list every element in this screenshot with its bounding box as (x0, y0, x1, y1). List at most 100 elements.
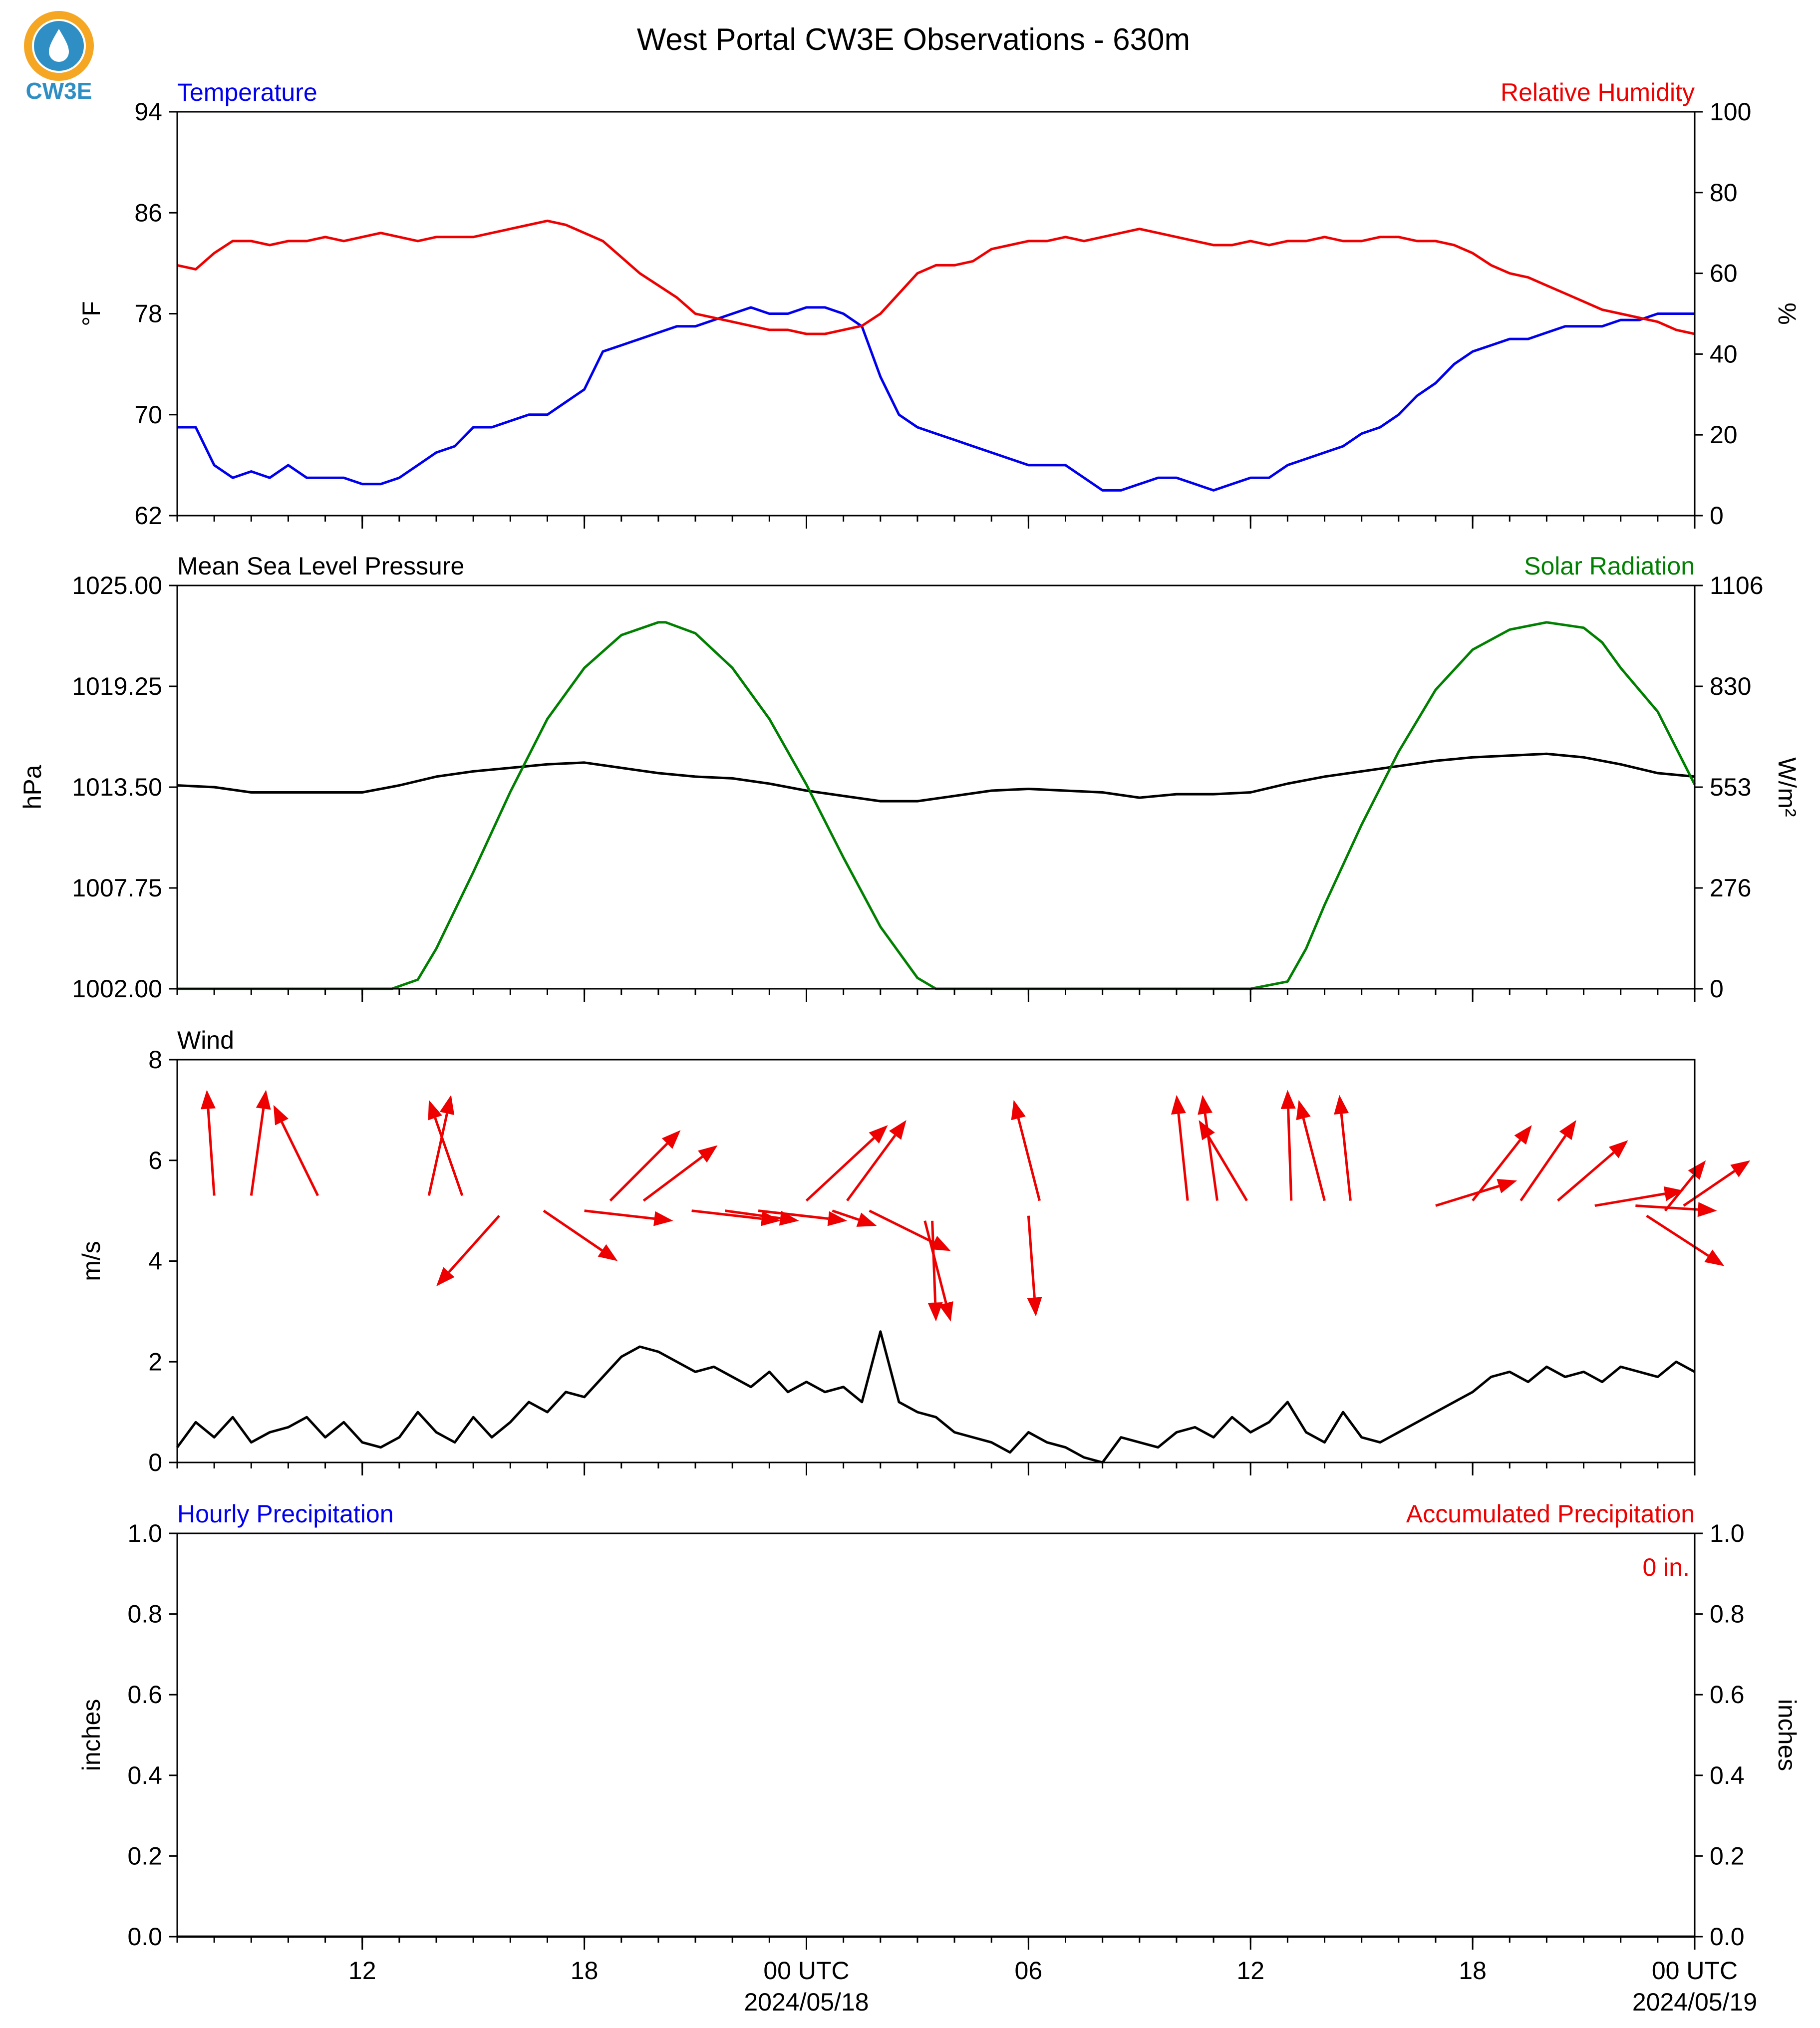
wind-arrow (1011, 1100, 1041, 1201)
wind-arrow (609, 1130, 681, 1202)
panel-title-left: Mean Sea Level Pressure (177, 552, 464, 580)
wind-arrow-shaft (1302, 1118, 1326, 1201)
panel-pressure_solar: 1002.00 1007.75 1013.50 1019.25 1025.00 0 276 5… (18, 552, 1801, 1003)
y-tick-label-left: 2 (148, 1348, 162, 1376)
y-tick-label-right: 553 (1710, 773, 1751, 801)
wind-arrow-shaft (207, 1109, 216, 1196)
y-tick-label-right: 20 (1710, 421, 1738, 449)
wind-arrow-head (1011, 1100, 1026, 1121)
panel-title-left: Hourly Precipitation (177, 1500, 394, 1528)
y-tick-label-left: 1007.75 (72, 874, 162, 902)
wind-arrow-head (1697, 1202, 1717, 1217)
y-tick-label-right: 100 (1710, 98, 1751, 126)
y-tick-label-left: 4 (148, 1247, 162, 1275)
wind-arrow-shaft (931, 1220, 937, 1303)
accumulated-total-label: 0 in. (1642, 1553, 1690, 1581)
y-tick-label-right: 0.2 (1710, 1842, 1745, 1870)
y-axis-label-right: % (1773, 302, 1801, 324)
wind-arrow-shaft (1519, 1135, 1567, 1201)
y-tick-label-left: 0.2 (127, 1842, 162, 1870)
y-tick-label-right: 276 (1710, 874, 1751, 902)
wind-arrow-head (930, 1236, 951, 1251)
wind-arrow-head (1608, 1140, 1628, 1159)
wind-arrow (1594, 1186, 1684, 1207)
y-tick-label-left: 1002.00 (72, 975, 162, 1003)
wind-arrow (428, 1100, 464, 1196)
wind-arrow-shaft (1664, 1174, 1695, 1212)
wind-arrow (427, 1095, 455, 1196)
wind-arrow-head (201, 1090, 216, 1110)
wind-arrow-shaft (1287, 1109, 1293, 1201)
wind-arrow-head (598, 1244, 618, 1261)
logo-ring (24, 11, 94, 81)
wind-arrow-shaft (1177, 1114, 1189, 1201)
y-tick-label-left: 0.4 (127, 1761, 162, 1789)
panel-title-left: Temperature (177, 78, 317, 106)
y-axis-label-left: hPa (18, 765, 46, 809)
wind-arrow-head (761, 1211, 781, 1226)
y-tick-label-left: 1019.25 (72, 672, 162, 700)
wind-arrow-head (1663, 1186, 1684, 1201)
y-tick-label-left: 1.0 (127, 1519, 162, 1547)
wind-arrow (1435, 1178, 1517, 1207)
y-tick-label-left: 70 (134, 401, 162, 429)
wind-arrow-head (1688, 1160, 1706, 1180)
y-tick-label-right: 60 (1710, 260, 1738, 288)
wind-arrow-head (869, 1125, 888, 1144)
wind-arrow-shaft (758, 1209, 829, 1220)
wind-arrow-head (428, 1100, 442, 1121)
wind-arrow-shaft (1683, 1170, 1736, 1207)
wind-arrow-head (827, 1211, 848, 1226)
wind-arrow-shaft (725, 1209, 781, 1220)
wind-arrow (923, 1220, 953, 1322)
panel-title-right: Accumulated Precipitation (1406, 1500, 1695, 1528)
wind-arrow-head (436, 1267, 455, 1286)
panel-temperature_humidity: 62 70 78 86 94 0 20 40 60 80 100 Temperature Relativ… (77, 78, 1801, 530)
y-tick-label-left: 86 (134, 199, 162, 227)
y-tick-label-left: 6 (148, 1147, 162, 1174)
wind-arrow (869, 1209, 951, 1251)
series-line-relative-humidity (177, 219, 1695, 335)
x-tick-label: 12 (1236, 1957, 1264, 1985)
wind-arrow-head (698, 1145, 718, 1163)
wind-arrow-head (1199, 1120, 1215, 1141)
wind-arrow-shaft (869, 1209, 934, 1244)
wind-arrow (201, 1090, 216, 1196)
wind-arrow-shaft (1207, 1136, 1248, 1201)
wind-arrow (1646, 1214, 1725, 1266)
series-line-temperature (177, 306, 1695, 492)
wind-arrow-head (1559, 1120, 1576, 1140)
water-drop-icon (49, 29, 69, 62)
y-tick-label-right: 1106 (1710, 572, 1764, 599)
x-tick-label: 00 UTC (1652, 1957, 1738, 1985)
panel-title-right: Solar Radiation (1524, 552, 1695, 580)
wind-arrow (1027, 1215, 1042, 1317)
y-tick-label-left: 78 (134, 300, 162, 328)
wind-arrow (436, 1215, 500, 1286)
wind-arrow (1199, 1120, 1248, 1201)
wind-arrow-shaft (1594, 1192, 1665, 1207)
wind-arrow-head (1334, 1095, 1349, 1115)
wind-arrow-head (927, 1302, 943, 1322)
panel-title-right: Relative Humidity (1501, 78, 1695, 106)
wind-arrow (1683, 1160, 1751, 1207)
wind-arrow-shaft (1027, 1215, 1036, 1298)
wind-arrow-shaft (434, 1117, 464, 1196)
y-tick-label-left: 0.8 (127, 1600, 162, 1628)
y-tick-label-left: 0.0 (127, 1923, 162, 1951)
wind-arrow-head (856, 1212, 877, 1227)
wind-arrow-shaft (543, 1209, 603, 1252)
wind-arrow-shaft (1435, 1184, 1500, 1207)
wind-arrow-shaft (1557, 1152, 1615, 1202)
wind-arrow-shaft (609, 1143, 668, 1202)
wind-arrow-head (938, 1301, 953, 1322)
y-tick-label-right: 0 (1710, 502, 1724, 530)
panel-wind: 0 2 4 6 8 Wind m/s (77, 1026, 1751, 1476)
wind-arrow (584, 1209, 673, 1226)
y-axis-label-left: m/s (77, 1241, 105, 1281)
wind-arrow-head (1730, 1160, 1751, 1177)
y-tick-label-left: 1013.50 (72, 773, 162, 801)
wind-arrow-head (1198, 1095, 1213, 1115)
